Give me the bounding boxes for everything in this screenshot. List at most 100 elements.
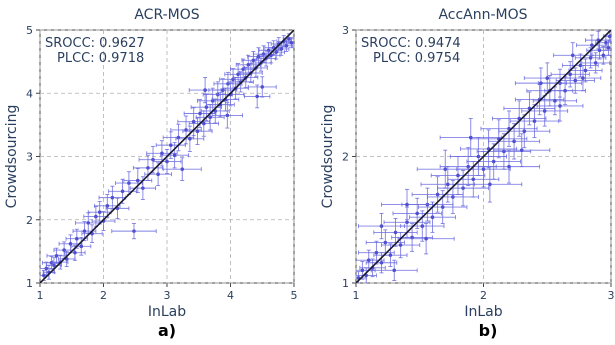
data-point	[111, 223, 157, 240]
data-point	[211, 102, 244, 129]
y-tick-label: 2	[26, 214, 33, 227]
marker	[120, 189, 125, 194]
data-point	[536, 90, 584, 122]
y-tick-label: 2	[342, 151, 349, 164]
marker	[446, 182, 450, 187]
data-point	[491, 100, 547, 137]
marker	[172, 153, 177, 158]
marker	[42, 273, 46, 278]
data-point	[555, 67, 595, 94]
y-tick-label: 5	[26, 24, 33, 37]
data-point	[397, 223, 455, 255]
marker	[225, 113, 230, 118]
marker	[388, 253, 393, 257]
marker	[440, 205, 445, 209]
data-points	[40, 33, 294, 281]
marker	[97, 210, 102, 214]
marker	[461, 186, 465, 190]
marker	[522, 129, 527, 133]
data-point	[91, 211, 116, 231]
x-tick-label: 5	[291, 289, 298, 302]
marker	[519, 148, 524, 152]
x-tick-label: 3	[164, 289, 171, 302]
marker	[146, 166, 150, 170]
data-points	[356, 30, 611, 283]
data-point	[400, 210, 445, 242]
data-point	[244, 84, 271, 109]
marker	[563, 88, 567, 93]
marker	[398, 243, 403, 247]
chart-title: ACR-MOS	[134, 7, 199, 23]
marker	[82, 229, 87, 233]
marker	[86, 221, 91, 225]
data-point	[392, 197, 442, 230]
data-point	[160, 142, 190, 169]
data-point	[373, 243, 408, 268]
marker	[54, 254, 59, 258]
marker	[208, 115, 212, 120]
marker	[266, 48, 271, 53]
marker	[476, 154, 481, 159]
data-point	[188, 110, 219, 137]
data-point	[480, 110, 538, 147]
marker	[583, 68, 588, 73]
marker	[435, 192, 440, 197]
marker	[539, 81, 543, 85]
y-tick-label: 4	[26, 87, 33, 100]
marker	[430, 215, 435, 220]
marker	[260, 85, 265, 89]
marker	[443, 167, 448, 171]
marker	[568, 72, 572, 77]
marker	[73, 250, 77, 255]
data-point	[411, 176, 464, 213]
srocc-annotation: SROCC: 0.9474	[361, 36, 461, 51]
x-tick-label: 1	[353, 289, 360, 302]
marker	[279, 47, 284, 51]
marker	[75, 236, 79, 241]
data-point	[581, 52, 611, 74]
data-point	[258, 42, 279, 59]
reference-line	[40, 30, 294, 283]
y-axis-label: Crowdsourcing	[320, 105, 336, 209]
marker	[532, 119, 537, 123]
y-tick-label: 3	[26, 151, 33, 164]
marker	[374, 250, 379, 255]
srocc-annotation: SROCC: 0.9627	[45, 36, 145, 51]
marker	[256, 54, 261, 59]
marker	[558, 104, 562, 108]
x-axis-label: InLab	[148, 304, 186, 320]
data-point	[381, 188, 433, 221]
marker	[202, 121, 206, 126]
x-tick-label: 2	[100, 289, 107, 302]
marker	[488, 182, 492, 187]
data-point	[381, 231, 421, 259]
marker	[204, 105, 209, 109]
marker	[491, 159, 496, 164]
marker	[456, 173, 460, 178]
y-tick-label: 3	[342, 24, 349, 37]
marker	[165, 159, 169, 164]
marker	[127, 181, 131, 185]
marker	[553, 99, 557, 103]
marker	[545, 76, 550, 80]
marker	[289, 40, 294, 45]
data-point	[457, 166, 523, 203]
chart-title: AccAnn-MOS	[438, 7, 527, 23]
marker	[110, 195, 115, 200]
marker	[601, 53, 606, 58]
data-point	[285, 37, 294, 49]
data-point	[188, 76, 222, 104]
marker	[255, 94, 259, 99]
x-axis-label: InLab	[464, 304, 502, 320]
marker	[203, 88, 207, 92]
reference-line	[356, 30, 611, 283]
marker	[507, 164, 511, 169]
y-tick-label: 1	[342, 277, 349, 290]
data-point	[81, 224, 103, 243]
data-point	[409, 201, 456, 233]
marker	[180, 167, 185, 171]
data-point	[585, 30, 611, 50]
marker	[360, 268, 365, 273]
data-point	[365, 252, 398, 274]
